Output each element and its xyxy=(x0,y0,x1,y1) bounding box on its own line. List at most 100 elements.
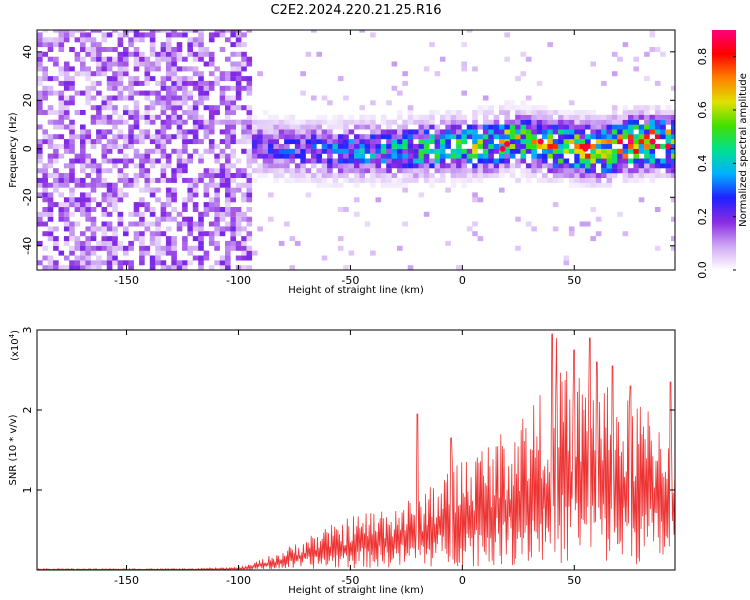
heatmap-cell xyxy=(144,173,151,178)
heatmap-cell xyxy=(176,168,183,174)
heatmap-cell xyxy=(617,139,623,145)
heatmap-cell xyxy=(106,158,113,164)
heatmap-cell xyxy=(112,187,118,193)
heatmap-cell xyxy=(337,143,344,149)
heatmap-cell xyxy=(289,148,296,154)
heatmap-cell xyxy=(439,134,446,140)
heatmap-cell xyxy=(482,124,489,130)
heatmap-cell xyxy=(139,163,145,169)
heatmap-cell xyxy=(332,158,339,164)
heatmap-cell xyxy=(439,158,446,164)
heatmap-cell xyxy=(348,168,355,174)
heatmap-cell xyxy=(106,80,113,86)
heatmap-cell xyxy=(214,143,220,149)
heatmap-cell xyxy=(69,177,75,183)
heatmap-cell xyxy=(595,143,602,149)
colorbar-gradient xyxy=(712,30,736,270)
heatmap-cell xyxy=(235,85,242,91)
heatmap-cell xyxy=(106,47,113,52)
heatmap-cell xyxy=(160,265,167,270)
heatmap-cell xyxy=(456,143,462,149)
heatmap-cell xyxy=(402,71,408,77)
heatmap-cell xyxy=(230,236,236,242)
heatmap-cell xyxy=(278,148,285,154)
heatmap-cell xyxy=(536,114,543,120)
heatmap-cell xyxy=(628,173,634,178)
heatmap-cell xyxy=(542,148,548,154)
heatmap-cell xyxy=(42,187,48,193)
heatmap-cell xyxy=(198,211,204,217)
heatmap-cell xyxy=(434,129,441,135)
heatmap-cell xyxy=(466,177,473,183)
heatmap-cell xyxy=(187,76,193,82)
heatmap-cell xyxy=(37,221,43,227)
heatmap-cell xyxy=(128,110,134,115)
heatmap-cell xyxy=(434,139,441,145)
heatmap-cell xyxy=(563,110,570,115)
heatmap-cell xyxy=(117,80,124,86)
heatmap-cell xyxy=(482,134,489,140)
heatmap-cell xyxy=(203,211,210,217)
heatmap-cell xyxy=(611,163,618,169)
heatmap-cell xyxy=(160,105,167,111)
heatmap-cell xyxy=(456,173,462,178)
heatmap-cell xyxy=(268,216,274,222)
heatmap-cell xyxy=(525,124,532,130)
heatmap-cell xyxy=(74,30,81,33)
heatmap-cell xyxy=(225,158,231,164)
heatmap-cell xyxy=(214,187,220,193)
heatmap-cell xyxy=(332,114,339,120)
heatmap-cell xyxy=(558,173,564,178)
heatmap-cell xyxy=(671,129,675,135)
heatmap-cell xyxy=(241,119,247,125)
heatmap-cell xyxy=(192,236,199,242)
heatmap-cell xyxy=(187,51,193,57)
heatmap-cell xyxy=(235,51,242,57)
heatmap-cell xyxy=(47,119,54,125)
heatmap-cell xyxy=(354,143,360,149)
heatmap-cell xyxy=(176,56,183,62)
heatmap-cell xyxy=(149,30,156,33)
heatmap-cell xyxy=(58,100,65,106)
heatmap-cell xyxy=(225,192,231,198)
heatmap-cell xyxy=(203,85,210,91)
heatmap-cell xyxy=(133,90,140,96)
heatmap-cell xyxy=(289,124,296,130)
heatmap-cell xyxy=(536,110,543,115)
heatmap-cell xyxy=(343,139,349,145)
heatmap-cell xyxy=(80,260,86,266)
heatmap-cell xyxy=(85,245,91,251)
heatmap-cell xyxy=(515,216,521,222)
heatmap-cell xyxy=(461,153,467,159)
heatmap-cell xyxy=(139,240,145,246)
heatmap-cell xyxy=(139,250,145,256)
heatmap-cell xyxy=(337,168,344,174)
heatmap-cell xyxy=(402,134,408,140)
heatmap-cell xyxy=(472,221,478,227)
heatmap-cell xyxy=(155,95,161,101)
heatmap-cell xyxy=(112,260,118,266)
heatmap-cell xyxy=(69,85,75,91)
heatmap-cell xyxy=(58,105,65,111)
heatmap-cell xyxy=(423,66,430,72)
heatmap-x-axis-label: Height of straight line (km) xyxy=(288,285,424,296)
heatmap-cell xyxy=(42,182,48,188)
heatmap-cell xyxy=(671,124,675,130)
heatmap-cell xyxy=(225,240,231,246)
heatmap-cell xyxy=(182,30,188,33)
heatmap-cell xyxy=(359,114,365,120)
heatmap-cell xyxy=(628,134,634,140)
x-tick-label: -50 xyxy=(341,274,359,287)
heatmap-cell xyxy=(472,153,478,159)
heatmap-cell xyxy=(80,192,86,198)
heatmap-cell xyxy=(268,168,274,174)
heatmap-cell xyxy=(434,163,441,169)
heatmap-cell xyxy=(214,226,220,232)
heatmap-cell xyxy=(348,250,355,256)
heatmap-cell xyxy=(208,236,215,242)
heatmap-cell xyxy=(246,158,253,164)
heatmap-cell xyxy=(80,124,86,130)
heatmap-cell xyxy=(85,211,91,217)
heatmap-cell xyxy=(149,240,156,246)
heatmap-cell xyxy=(112,30,118,33)
